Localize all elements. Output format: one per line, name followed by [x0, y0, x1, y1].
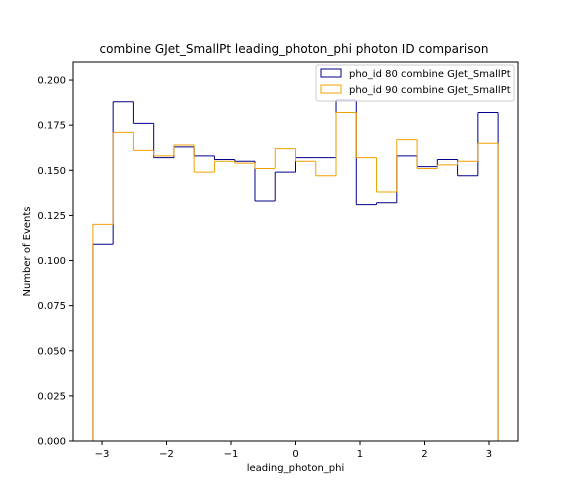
y-axis: 0.000 0.025 0.050 0.075 0.100 0.125 0.150 0.175… [37, 76, 73, 448]
legend-swatch-pho-id-90 [320, 84, 342, 94]
chart-title: combine GJet_SmallPt leading_photon_phi … [100, 42, 489, 56]
plot-area: −3 −2 −1 0 1 2 3 0.000 0.025 0.050 0.075 0.100 0.12… [37, 61, 519, 460]
x-tick-label: 1 [357, 449, 363, 460]
x-tick-label: 0 [292, 449, 298, 460]
x-axis-label: leading_photon_phi [247, 463, 345, 474]
y-tick-label: 0.075 [37, 301, 66, 312]
x-tick-label: −1 [224, 449, 239, 460]
legend-label-pho-id-90: pho_id 90 combine GJet_SmallPt [349, 85, 511, 96]
legend-box [315, 64, 515, 102]
y-tick-label: 0.150 [37, 166, 66, 177]
y-tick-label: 0.000 [37, 437, 66, 448]
y-tick-label: 0.200 [37, 76, 66, 87]
y-axis-label: Number of Events [22, 206, 33, 296]
y-tick-label: 0.125 [37, 211, 66, 222]
x-tick-label: −2 [159, 449, 174, 460]
legend: pho_id 80 combine GJet_SmallPt pho_id 90… [315, 64, 515, 102]
legend-swatch-pho-id-80 [320, 68, 342, 78]
x-tick-label: −3 [95, 449, 110, 460]
x-tick-label: 3 [486, 449, 492, 460]
series-layer [92, 99, 499, 441]
legend-label-pho-id-80: pho_id 80 combine GJet_SmallPt [349, 69, 511, 80]
y-tick-label: 0.050 [37, 346, 66, 357]
series-pho-id-90 [92, 112, 499, 441]
x-tick-label: 2 [421, 449, 427, 460]
y-tick-label: 0.025 [37, 391, 66, 402]
y-tick-label: 0.100 [37, 256, 66, 267]
x-axis: −3 −2 −1 0 1 2 3 [95, 441, 492, 460]
y-tick-label: 0.175 [37, 121, 66, 132]
